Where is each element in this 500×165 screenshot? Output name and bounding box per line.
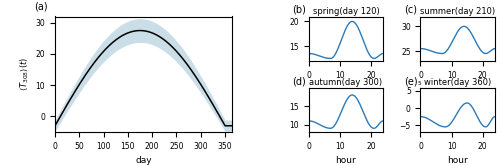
X-axis label: hour: hour — [448, 156, 468, 165]
Title: autumn(day 300): autumn(day 300) — [310, 79, 382, 87]
X-axis label: day: day — [136, 156, 152, 165]
Text: (d): (d) — [292, 76, 306, 86]
Text: (c): (c) — [404, 5, 417, 15]
Text: (b): (b) — [292, 5, 306, 15]
Y-axis label: $\langle T_{308}\rangle(t)$: $\langle T_{308}\rangle(t)$ — [18, 57, 30, 91]
Title: winter(day 360): winter(day 360) — [424, 79, 492, 87]
Title: summer(day 210): summer(day 210) — [420, 7, 496, 16]
Text: $_{5}$: $_{5}$ — [417, 79, 422, 87]
X-axis label: hour: hour — [336, 156, 356, 165]
Title: spring(day 120): spring(day 120) — [312, 7, 380, 16]
Text: (a): (a) — [34, 2, 48, 12]
Text: (e): (e) — [404, 76, 417, 86]
